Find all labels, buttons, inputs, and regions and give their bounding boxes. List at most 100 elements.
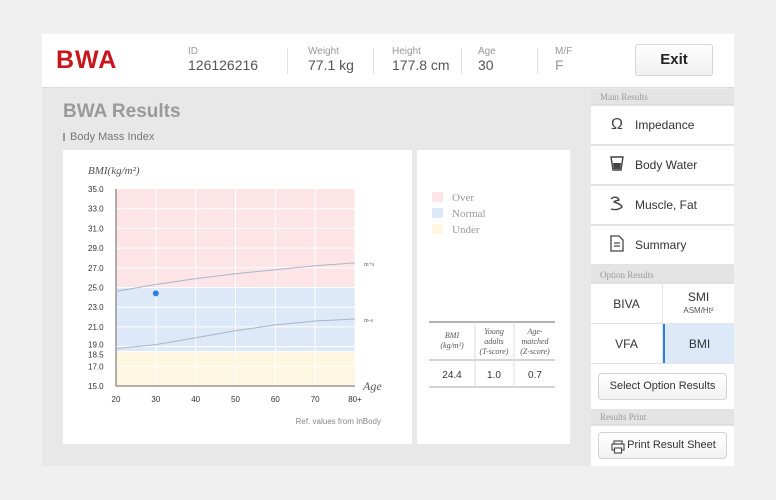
- sidebar-item-muscle-fat[interactable]: Muscle, Fat: [591, 186, 734, 225]
- y-tick-label: 21.0: [88, 323, 104, 332]
- age-label: Age: [478, 46, 496, 57]
- x-tick-label: 30: [151, 395, 160, 404]
- legend-normal: Normal: [452, 208, 486, 220]
- t-score-value: 1.0: [487, 370, 501, 381]
- muscle-arm-icon: [607, 195, 627, 215]
- x-tick-label: 50: [231, 395, 240, 404]
- y-tick-label: 31.0: [88, 224, 104, 233]
- bwa-logo: BWA: [56, 46, 118, 74]
- bmi-col-header: BMI: [445, 331, 460, 340]
- option-vfa[interactable]: VFA: [591, 324, 662, 363]
- print-area: Print Result Sheet: [591, 426, 734, 466]
- weight-field: Weight 77.1 kg: [308, 46, 354, 73]
- legend-swatch-over: [432, 192, 443, 202]
- y-tick-label: 17.0: [88, 362, 104, 371]
- x-tick-label: 80+: [348, 395, 362, 404]
- option-biva[interactable]: BIVA: [591, 284, 662, 323]
- option-vfa-label: VFA: [615, 337, 638, 351]
- page-title: BWA Results: [63, 101, 181, 122]
- bmi-col-unit: (kg/m²): [440, 341, 464, 350]
- y-axis-title: BMI(kg/m²): [88, 165, 140, 177]
- series-line-m+s: [115, 262, 356, 292]
- print-button-label: Print Result Sheet: [627, 439, 716, 451]
- header-divider: [537, 48, 538, 74]
- legend-over: Over: [452, 192, 474, 204]
- sidebar-item-body-water[interactable]: Body Water: [591, 146, 734, 185]
- weight-label: Weight: [308, 46, 339, 57]
- series-line-m-s: [115, 318, 356, 350]
- option-smi-label: SMI: [687, 290, 710, 304]
- x-tick-label: 20: [112, 395, 121, 404]
- age-field: Age 30: [478, 46, 496, 73]
- y-tick-label: 33.0: [88, 205, 104, 214]
- x-tick-label: 40: [191, 395, 200, 404]
- z-score-value: 0.7: [528, 370, 542, 381]
- bmi-chart-panel: BMI(kg/m²) 15.0 17.0 18.5 19.0 21.0 23.0 25.0 2…: [63, 150, 412, 444]
- section-subtitle: Body Mass Index: [63, 131, 154, 143]
- young-col-header: adults: [484, 337, 504, 346]
- young-col-sub: (T-score): [480, 347, 509, 356]
- sidebar-item-impedance[interactable]: Ω Impedance: [591, 106, 734, 145]
- bmi-data-point: [152, 290, 159, 297]
- legend-swatch-under: [432, 224, 443, 234]
- series-label: m+s: [364, 262, 375, 268]
- legend-under: Under: [452, 224, 480, 236]
- age-matched-col-header: Age-: [526, 327, 542, 336]
- x-tick-label: 70: [311, 395, 320, 404]
- id-label: ID: [188, 46, 198, 57]
- select-option-area: Select Option Results: [591, 364, 734, 409]
- y-tick-label: 25.0: [88, 284, 104, 293]
- legend-panel: Over Normal Under BMI (kg/m²) Young adul…: [417, 150, 570, 444]
- legend-swatch-normal: [432, 208, 443, 218]
- water-cup-icon: [607, 155, 627, 175]
- height-field: Height 177.8 cm: [392, 46, 450, 73]
- sidebar: Main Results Ω Impedance Body Water Musc…: [591, 89, 734, 466]
- y-tick-label: 15.0: [88, 382, 104, 391]
- y-tick-label: 29.0: [88, 244, 104, 253]
- results-print-label: Results Print: [591, 409, 734, 425]
- header-divider: [461, 48, 462, 74]
- age-value: 30: [478, 57, 494, 73]
- series-label: m-s: [364, 318, 374, 324]
- sex-field: M/F F: [555, 46, 572, 73]
- omega-icon: Ω: [611, 116, 623, 133]
- bmi-value: 24.4: [442, 370, 462, 381]
- bmi-chart: BMI(kg/m²) 15.0 17.0 18.519.0 21.0 23.0 25.0 2…: [88, 165, 382, 426]
- document-icon: [607, 235, 627, 255]
- option-biva-label: BIVA: [613, 297, 640, 311]
- legend-svg: Over Normal Under BMI (kg/m²) Young adul…: [429, 192, 555, 388]
- print-result-sheet-button[interactable]: Print Result Sheet: [598, 432, 727, 459]
- sidebar-item-label: Muscle, Fat: [635, 198, 698, 212]
- sex-value: F: [555, 57, 564, 73]
- main-results-label: Main Results: [591, 89, 734, 105]
- y-tick-label: 18.5: [88, 351, 104, 360]
- sidebar-item-label: Summary: [635, 238, 687, 252]
- printer-icon: [611, 439, 625, 454]
- weight-value: 77.1 kg: [308, 57, 354, 73]
- option-smi-sublabel: ASM/Ht²: [683, 306, 714, 315]
- x-axis-title: Age: [362, 379, 382, 393]
- young-col-header: Young: [484, 327, 504, 336]
- height-value: 177.8 cm: [392, 57, 450, 73]
- option-smi[interactable]: SMI ASM/Ht²: [663, 284, 734, 323]
- sex-label: M/F: [555, 46, 573, 57]
- sidebar-item-summary[interactable]: Summary: [591, 226, 734, 265]
- header-divider: [287, 48, 288, 74]
- x-tick-label: 60: [271, 395, 280, 404]
- results-main: BWA Results Body Mass Index BMI(kg/m²) 1…: [42, 89, 591, 466]
- y-tick-label: 27.0: [88, 264, 104, 273]
- age-matched-col-sub: (Z-score): [520, 347, 550, 356]
- app-window: BWA ID 126126216 Weight 77.1 kg Height 1…: [42, 34, 734, 466]
- age-matched-col-header: matched: [521, 337, 549, 346]
- sidebar-item-label: Impedance: [635, 118, 695, 132]
- id-value: 126126216: [188, 57, 259, 73]
- y-tick-label: 23.0: [88, 303, 104, 312]
- exit-button[interactable]: Exit: [635, 44, 713, 76]
- select-option-results-button[interactable]: Select Option Results: [598, 373, 727, 400]
- option-bmi[interactable]: BMI: [663, 324, 734, 363]
- y-tick-label: 35.0: [88, 185, 104, 194]
- reference-note: Ref. values from InBody: [296, 417, 381, 426]
- option-bmi-label: BMI: [688, 337, 711, 351]
- sidebar-item-label: Body Water: [635, 158, 698, 172]
- option-results-label: Option Results: [591, 267, 734, 283]
